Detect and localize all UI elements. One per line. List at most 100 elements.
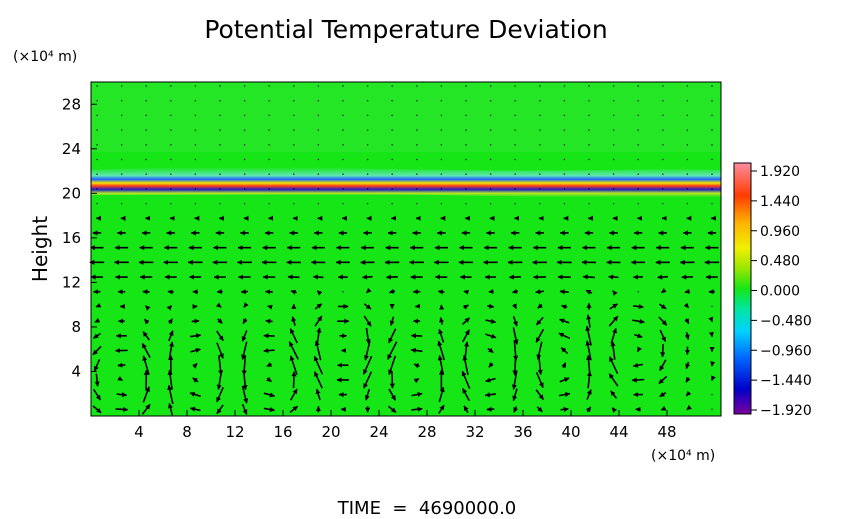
velocity-arrow: [92, 345, 102, 356]
field-dot: [293, 114, 295, 116]
field-dot: [465, 144, 467, 146]
velocity-arrow: [116, 392, 128, 398]
field-dot: [170, 158, 172, 161]
velocity-arrow: [263, 406, 276, 412]
field-dot: [613, 129, 615, 131]
field-dot: [416, 202, 418, 205]
field-dot: [293, 144, 295, 146]
velocity-arrow: [192, 362, 198, 369]
field-dot: [686, 158, 688, 161]
field-dot: [391, 85, 393, 87]
velocity-arrow: [241, 403, 248, 415]
field-dot: [121, 202, 123, 205]
colorbar-tick-label: 1.440: [760, 194, 800, 210]
field-dot: [293, 129, 295, 131]
field-dot: [121, 188, 123, 190]
velocity-arrow: [144, 305, 151, 311]
velocity-arrow: [168, 330, 174, 342]
velocity-arrow: [364, 388, 371, 401]
velocity-arrow: [513, 406, 519, 413]
field-dot: [219, 129, 221, 131]
field-dot: [711, 100, 713, 102]
velocity-arrow: [608, 356, 619, 375]
field-dot: [711, 408, 713, 410]
velocity-arrow: [586, 389, 592, 400]
field-dot: [613, 100, 615, 102]
field-dot: [440, 202, 442, 205]
field-dot: [342, 100, 344, 102]
velocity-arrow: [117, 375, 123, 382]
field-dot: [367, 144, 369, 146]
velocity-arrow: [142, 331, 150, 341]
velocity-arrow: [315, 388, 321, 401]
field-dot: [391, 202, 393, 205]
x-tick-label: 28: [417, 423, 436, 441]
field-dot: [416, 114, 418, 116]
field-dot: [613, 158, 615, 161]
field-dot: [244, 100, 246, 102]
field-dot: [170, 100, 172, 102]
field-dot: [391, 114, 393, 116]
field-dot: [465, 202, 467, 205]
field-dot: [563, 100, 565, 102]
field-dot: [539, 100, 541, 102]
field-dot: [342, 85, 344, 87]
field-dot: [342, 202, 344, 205]
field-dot: [637, 114, 639, 116]
velocity-arrow: [685, 361, 691, 370]
field-dot: [637, 144, 639, 146]
velocity-arrow: [535, 389, 545, 400]
field-dot: [268, 85, 270, 87]
velocity-arrow: [711, 375, 716, 382]
velocity-arrow: [314, 303, 323, 310]
velocity-arrow: [560, 347, 569, 355]
field-dot: [588, 188, 590, 190]
velocity-arrow: [143, 318, 150, 325]
field-dot: [465, 100, 467, 102]
field-dot: [490, 129, 492, 131]
field-dot: [194, 114, 196, 116]
field-dot: [588, 100, 590, 102]
velocity-arrow: [535, 372, 544, 389]
velocity-arrow: [632, 362, 644, 368]
field-dot: [293, 202, 295, 205]
field-dot: [637, 291, 639, 293]
velocity-arrow: [387, 341, 398, 360]
x-tick-label: 4: [134, 423, 144, 441]
upper-shade: [91, 82, 721, 152]
velocity-arrow: [189, 391, 201, 398]
field-dot: [121, 100, 123, 102]
field-dot: [317, 129, 319, 131]
velocity-arrow: [216, 289, 223, 295]
field-dot: [637, 85, 639, 87]
velocity-arrow: [463, 304, 469, 310]
field-dot: [588, 144, 590, 146]
velocity-arrow: [559, 318, 570, 324]
velocity-arrow: [410, 347, 423, 353]
velocity-arrow: [684, 332, 690, 340]
field-dot: [539, 144, 541, 146]
field-dot: [514, 114, 516, 116]
field-dot: [367, 202, 369, 205]
velocity-arrow: [362, 355, 373, 375]
field-dot: [317, 158, 319, 161]
field-dot: [244, 188, 246, 190]
field-dot: [686, 202, 688, 205]
field-dot: [539, 85, 541, 87]
field-dot: [317, 114, 319, 116]
field-dot: [145, 188, 147, 190]
velocity-arrow: [362, 274, 373, 280]
velocity-arrow: [289, 405, 299, 413]
velocity-arrow: [289, 328, 298, 344]
colorbar: 1.920 1.440 0.960 0.480 0.000 −0.480 −0.960 −1.…: [733, 162, 812, 419]
y-tick-label: 24: [62, 140, 81, 158]
field-dot: [588, 202, 590, 205]
velocity-arrow: [313, 371, 323, 389]
field-dot: [563, 158, 565, 161]
y-tick-label: 20: [62, 184, 81, 202]
velocity-arrow: [485, 318, 497, 324]
x-tick-label: 16: [273, 423, 292, 441]
field-dot: [342, 129, 344, 131]
colorbar-tick-label: −1.440: [760, 373, 812, 389]
velocity-arrow: [536, 341, 543, 360]
